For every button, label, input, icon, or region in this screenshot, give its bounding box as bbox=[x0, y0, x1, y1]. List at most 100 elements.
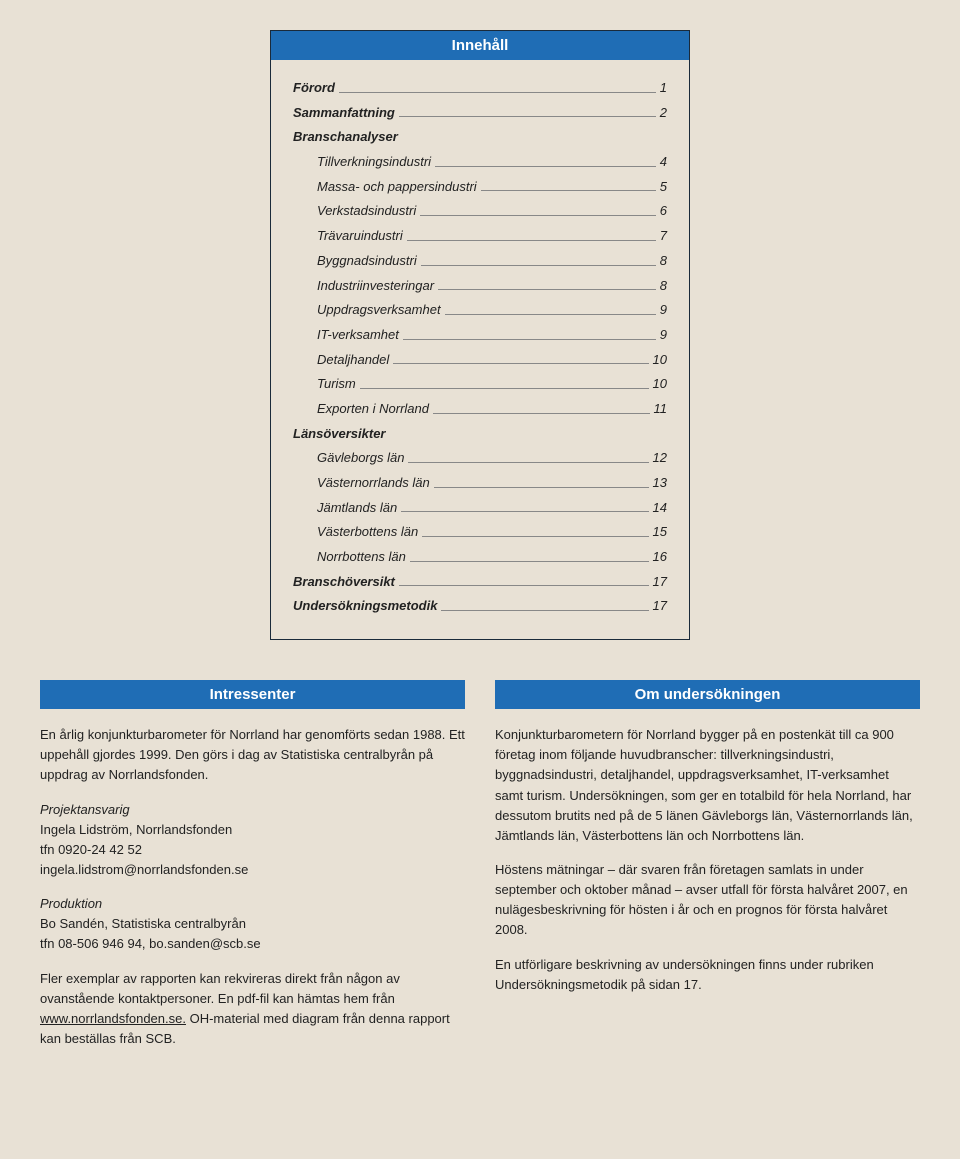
left-p2: Projektansvarig Ingela Lidström, Norrlan… bbox=[40, 800, 465, 881]
right-title: Om undersökningen bbox=[495, 680, 920, 709]
right-p1: Konjunkturbarometern för Norrland bygger… bbox=[495, 725, 920, 846]
columns: Intressenter En årlig konjunkturbaromete… bbox=[40, 680, 920, 1063]
right-column: Om undersökningen Konjunkturbarometern f… bbox=[495, 680, 920, 1063]
toc-label[interactable]: Turism bbox=[293, 372, 356, 397]
left-title: Intressenter bbox=[40, 680, 465, 709]
toc-row: Turism 10 bbox=[293, 372, 667, 397]
toc-leader bbox=[399, 116, 656, 117]
toc-row: Exporten i Norrland 11 bbox=[293, 397, 667, 422]
toc-page: 1 bbox=[660, 76, 667, 101]
toc-row: Undersökningsmetodik 17 bbox=[293, 594, 667, 619]
toc-leader bbox=[422, 536, 648, 537]
toc-leader bbox=[401, 511, 648, 512]
toc-leader bbox=[433, 413, 650, 414]
toc-row: Verkstadsindustri6 bbox=[293, 199, 667, 224]
left-p3: Produktion Bo Sandén, Statistiska centra… bbox=[40, 894, 465, 954]
toc-box: Innehåll Förord 1 Sammanfattning 2 Branschan… bbox=[270, 30, 690, 640]
left-p2-body: Ingela Lidström, Norrlandsfondentfn 0920… bbox=[40, 822, 248, 877]
toc-page: 14 bbox=[653, 496, 667, 521]
toc-row: Norrbottens län 16 bbox=[293, 545, 667, 570]
toc-label[interactable]: Trävaruindustri bbox=[293, 224, 403, 249]
toc-row: Massa- och pappersindustri 5 bbox=[293, 175, 667, 200]
toc-row: Branschöversikt 17 bbox=[293, 570, 667, 595]
left-column: Intressenter En årlig konjunkturbaromete… bbox=[40, 680, 465, 1063]
toc-label[interactable]: Jämtlands län bbox=[293, 496, 397, 521]
left-body: En årlig konjunkturbarometer för Norrlan… bbox=[40, 725, 465, 1049]
toc-leader bbox=[403, 339, 656, 340]
toc-leader bbox=[434, 487, 649, 488]
left-p2-head: Projektansvarig bbox=[40, 802, 130, 817]
toc-label[interactable]: IT-verksamhet bbox=[293, 323, 399, 348]
toc-row: Gävleborgs län 12 bbox=[293, 446, 667, 471]
toc-page: 9 bbox=[660, 323, 667, 348]
right-body: Konjunkturbarometern för Norrland bygger… bbox=[495, 725, 920, 995]
toc-label[interactable]: Byggnadsindustri bbox=[293, 249, 417, 274]
toc-leader bbox=[408, 462, 648, 463]
toc-page: 17 bbox=[653, 594, 667, 619]
toc-row: Länsöversikter bbox=[293, 422, 667, 447]
toc-leader bbox=[393, 363, 648, 364]
toc-label[interactable]: Länsöversikter bbox=[293, 422, 386, 447]
toc-label[interactable]: Tillverkningsindustri bbox=[293, 150, 431, 175]
toc-label[interactable]: Norrbottens län bbox=[293, 545, 406, 570]
toc-leader bbox=[420, 215, 656, 216]
toc-body: Förord 1 Sammanfattning 2 BranschanalyserTil… bbox=[271, 60, 689, 639]
left-p4-link[interactable]: www.norrlandsfonden.se. bbox=[40, 1011, 186, 1026]
left-p4a: Fler exemplar av rapporten kan rekvirera… bbox=[40, 971, 400, 1006]
toc-title: Innehåll bbox=[271, 31, 689, 60]
left-p3-head: Produktion bbox=[40, 896, 102, 911]
toc-label[interactable]: Verkstadsindustri bbox=[293, 199, 416, 224]
toc-label[interactable]: Västernorrlands län bbox=[293, 471, 430, 496]
toc-page: 10 bbox=[653, 348, 667, 373]
toc-page: 13 bbox=[653, 471, 667, 496]
toc-page: 17 bbox=[653, 570, 667, 595]
toc-row: Detaljhandel 10 bbox=[293, 348, 667, 373]
toc-label[interactable]: Gävleborgs län bbox=[293, 446, 404, 471]
toc-row: IT-verksamhet 9 bbox=[293, 323, 667, 348]
toc-leader bbox=[339, 92, 656, 93]
toc-page: 11 bbox=[654, 397, 668, 422]
toc-row: Västerbottens län 15 bbox=[293, 520, 667, 545]
toc-label[interactable]: Branschanalyser bbox=[293, 125, 398, 150]
toc-label[interactable]: Detaljhandel bbox=[293, 348, 389, 373]
toc-label[interactable]: Exporten i Norrland bbox=[293, 397, 429, 422]
toc-label[interactable]: Massa- och pappersindustri bbox=[293, 175, 477, 200]
toc-page: 12 bbox=[653, 446, 667, 471]
left-p4: Fler exemplar av rapporten kan rekvirera… bbox=[40, 969, 465, 1050]
toc-page: 10 bbox=[653, 372, 667, 397]
toc-label[interactable]: Uppdragsverksamhet bbox=[293, 298, 441, 323]
right-p2: Höstens mätningar – där svaren från före… bbox=[495, 860, 920, 941]
toc-row: Jämtlands län 14 bbox=[293, 496, 667, 521]
left-p1: En årlig konjunkturbarometer för Norrlan… bbox=[40, 725, 465, 785]
toc-row: Trävaruindustri 7 bbox=[293, 224, 667, 249]
toc-row: Västernorrlands län 13 bbox=[293, 471, 667, 496]
toc-leader bbox=[421, 265, 656, 266]
toc-leader bbox=[407, 240, 656, 241]
toc-label[interactable]: Västerbottens län bbox=[293, 520, 418, 545]
toc-label[interactable]: Industriinvesteringar bbox=[293, 274, 434, 299]
toc-row: Industriinvesteringar 8 bbox=[293, 274, 667, 299]
toc-row: Tillverkningsindustri 4 bbox=[293, 150, 667, 175]
toc-label[interactable]: Branschöversikt bbox=[293, 570, 395, 595]
toc-page: 2 bbox=[660, 101, 667, 126]
toc-label[interactable]: Förord bbox=[293, 76, 335, 101]
toc-page: 7 bbox=[660, 224, 667, 249]
toc-page: 4 bbox=[660, 150, 667, 175]
toc-page: 15 bbox=[653, 520, 667, 545]
toc-label[interactable]: Sammanfattning bbox=[293, 101, 395, 126]
left-p3-body: Bo Sandén, Statistiska centralbyråntfn 0… bbox=[40, 916, 261, 951]
toc-leader bbox=[399, 585, 649, 586]
toc-leader bbox=[438, 289, 656, 290]
toc-label[interactable]: Undersökningsmetodik bbox=[293, 594, 437, 619]
toc-page: 5 bbox=[660, 175, 667, 200]
toc-leader bbox=[481, 190, 656, 191]
toc-page: 8 bbox=[660, 274, 667, 299]
toc-leader bbox=[441, 610, 648, 611]
right-p3: En utförligare beskrivning av undersökni… bbox=[495, 955, 920, 995]
toc-leader bbox=[360, 388, 649, 389]
toc-row: Uppdragsverksamhet9 bbox=[293, 298, 667, 323]
toc-page: 8 bbox=[660, 249, 667, 274]
toc-row: Byggnadsindustri 8 bbox=[293, 249, 667, 274]
toc-row: Förord 1 bbox=[293, 76, 667, 101]
toc-page: 16 bbox=[653, 545, 667, 570]
